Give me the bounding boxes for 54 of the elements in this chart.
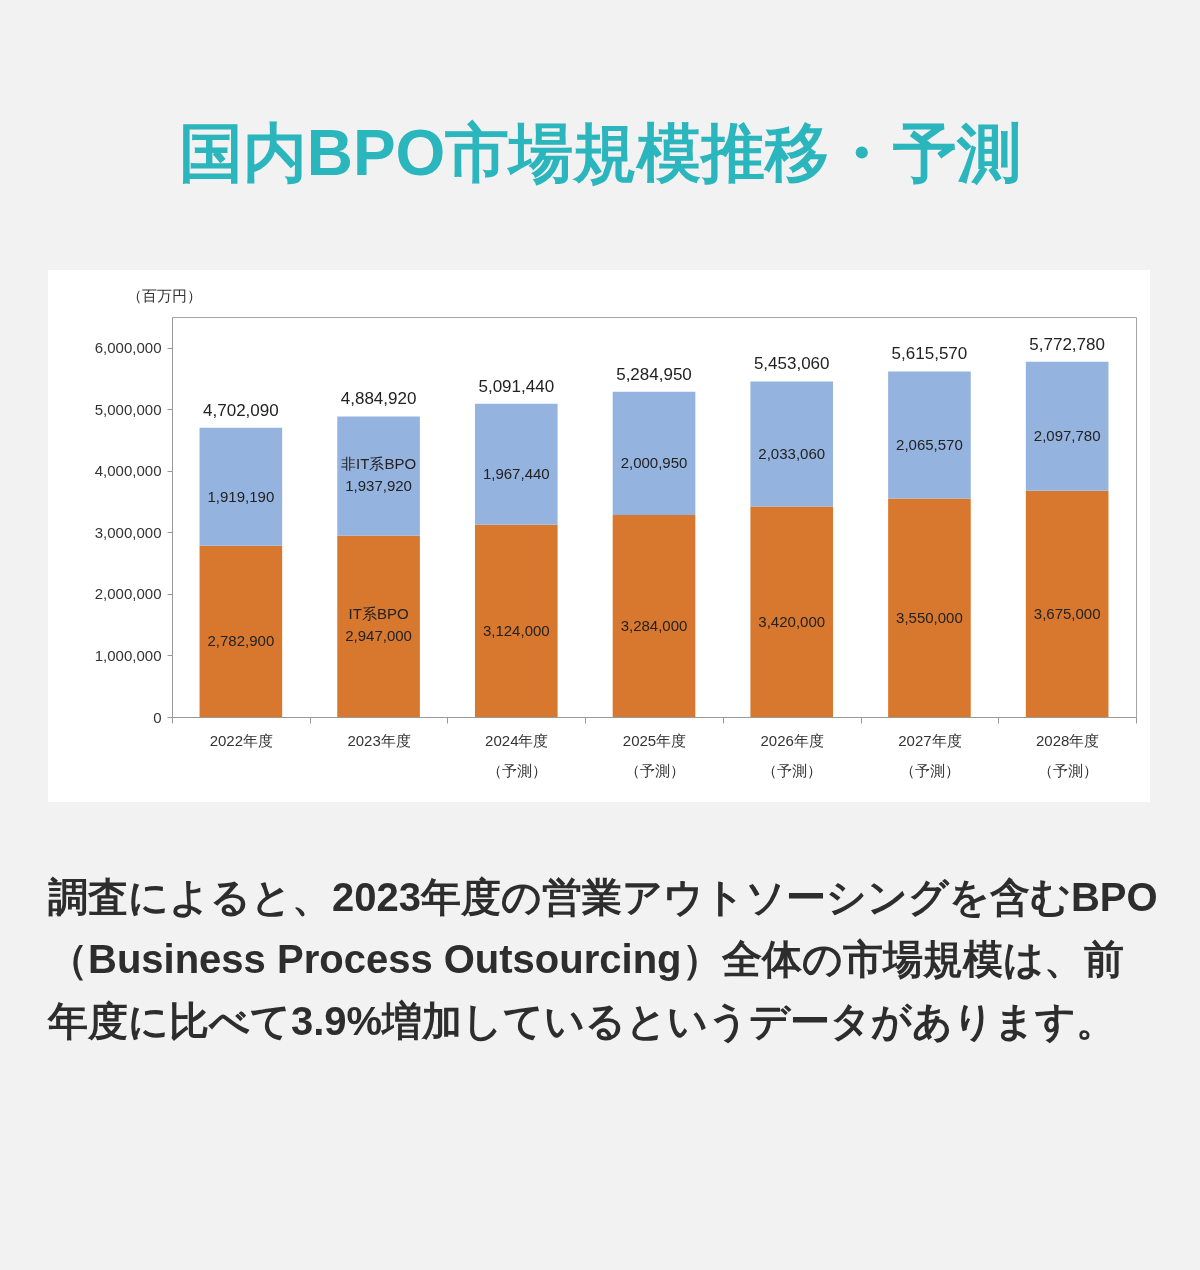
y-tick-label: 0 (153, 708, 162, 726)
data-label: 2,947,000 (345, 627, 412, 645)
bar (750, 381, 834, 507)
bar (888, 498, 971, 717)
data-label: 1,919,190 (207, 487, 275, 505)
data-label: 1,967,440 (482, 465, 550, 483)
total-label: 5,772,780 (1029, 334, 1105, 354)
bar (474, 403, 558, 525)
bar (1025, 490, 1109, 717)
data-label: 3,675,000 (1033, 604, 1101, 622)
data-label: 3,550,000 (896, 608, 963, 626)
data-label: 2,782,900 (207, 632, 275, 650)
data-label: 3,420,000 (758, 612, 826, 630)
data-label: 3,124,000 (482, 621, 550, 639)
bar (199, 427, 283, 546)
data-label: 1,937,920 (345, 477, 412, 495)
data-label: 2,065,570 (896, 435, 963, 453)
y-axis-title: （百万円） (127, 286, 202, 304)
series-label: 非IT系BPO (341, 455, 417, 473)
data-label: 3,284,000 (620, 616, 688, 634)
series-label: IT系BPO (348, 605, 409, 623)
x-tick-label: 2023年度 (347, 731, 411, 749)
x-tick-label: 2025年度（予測） (622, 731, 687, 779)
total-label: 5,615,570 (891, 344, 968, 364)
y-tick-label: 6,000,000 (94, 339, 162, 357)
total-label: 5,284,950 (616, 364, 692, 384)
bar (750, 506, 834, 717)
y-tick-label: 1,000,000 (94, 646, 162, 664)
bar (888, 371, 971, 499)
bar (199, 545, 283, 717)
x-tick-label: 2022年度 (209, 731, 274, 749)
text: 調査によると、2023年度の営業アウトソーシングを含むBPO（Business Process Outsourcing）全体の市場規模は、前年度に比べて3.9%増加しているというデータがあります。 (48, 874, 1158, 1045)
bar (612, 391, 696, 515)
x-tick-label: 2026年度（予測） (760, 731, 824, 779)
y-tick-label: 2,000,000 (94, 585, 162, 603)
x-tick-label: 2027年度（予測） (898, 731, 962, 779)
data-label: 2,033,060 (758, 444, 826, 462)
bar (474, 524, 558, 717)
bar (337, 416, 420, 536)
data-label: 2,097,780 (1033, 427, 1101, 445)
x-tick-label: 2028年度（予測） (1035, 731, 1100, 779)
x-tick-label: 2024年度（予測） (485, 731, 549, 779)
bar (1025, 361, 1109, 491)
bar (337, 535, 420, 717)
y-tick-label: 5,000,000 (94, 400, 162, 418)
y-tick-label: 4,000,000 (94, 462, 162, 480)
bar (612, 514, 696, 717)
data-label: 2,000,950 (620, 454, 688, 472)
total-label: 4,884,920 (340, 389, 417, 409)
y-tick-label: 3,000,000 (94, 523, 162, 541)
chart-title: 国内BPO市場規模推移・予測 (177, 116, 1023, 191)
total-label: 4,702,090 (203, 400, 279, 420)
total-label: 5,091,440 (478, 376, 555, 396)
total-label: 5,453,060 (753, 354, 830, 374)
